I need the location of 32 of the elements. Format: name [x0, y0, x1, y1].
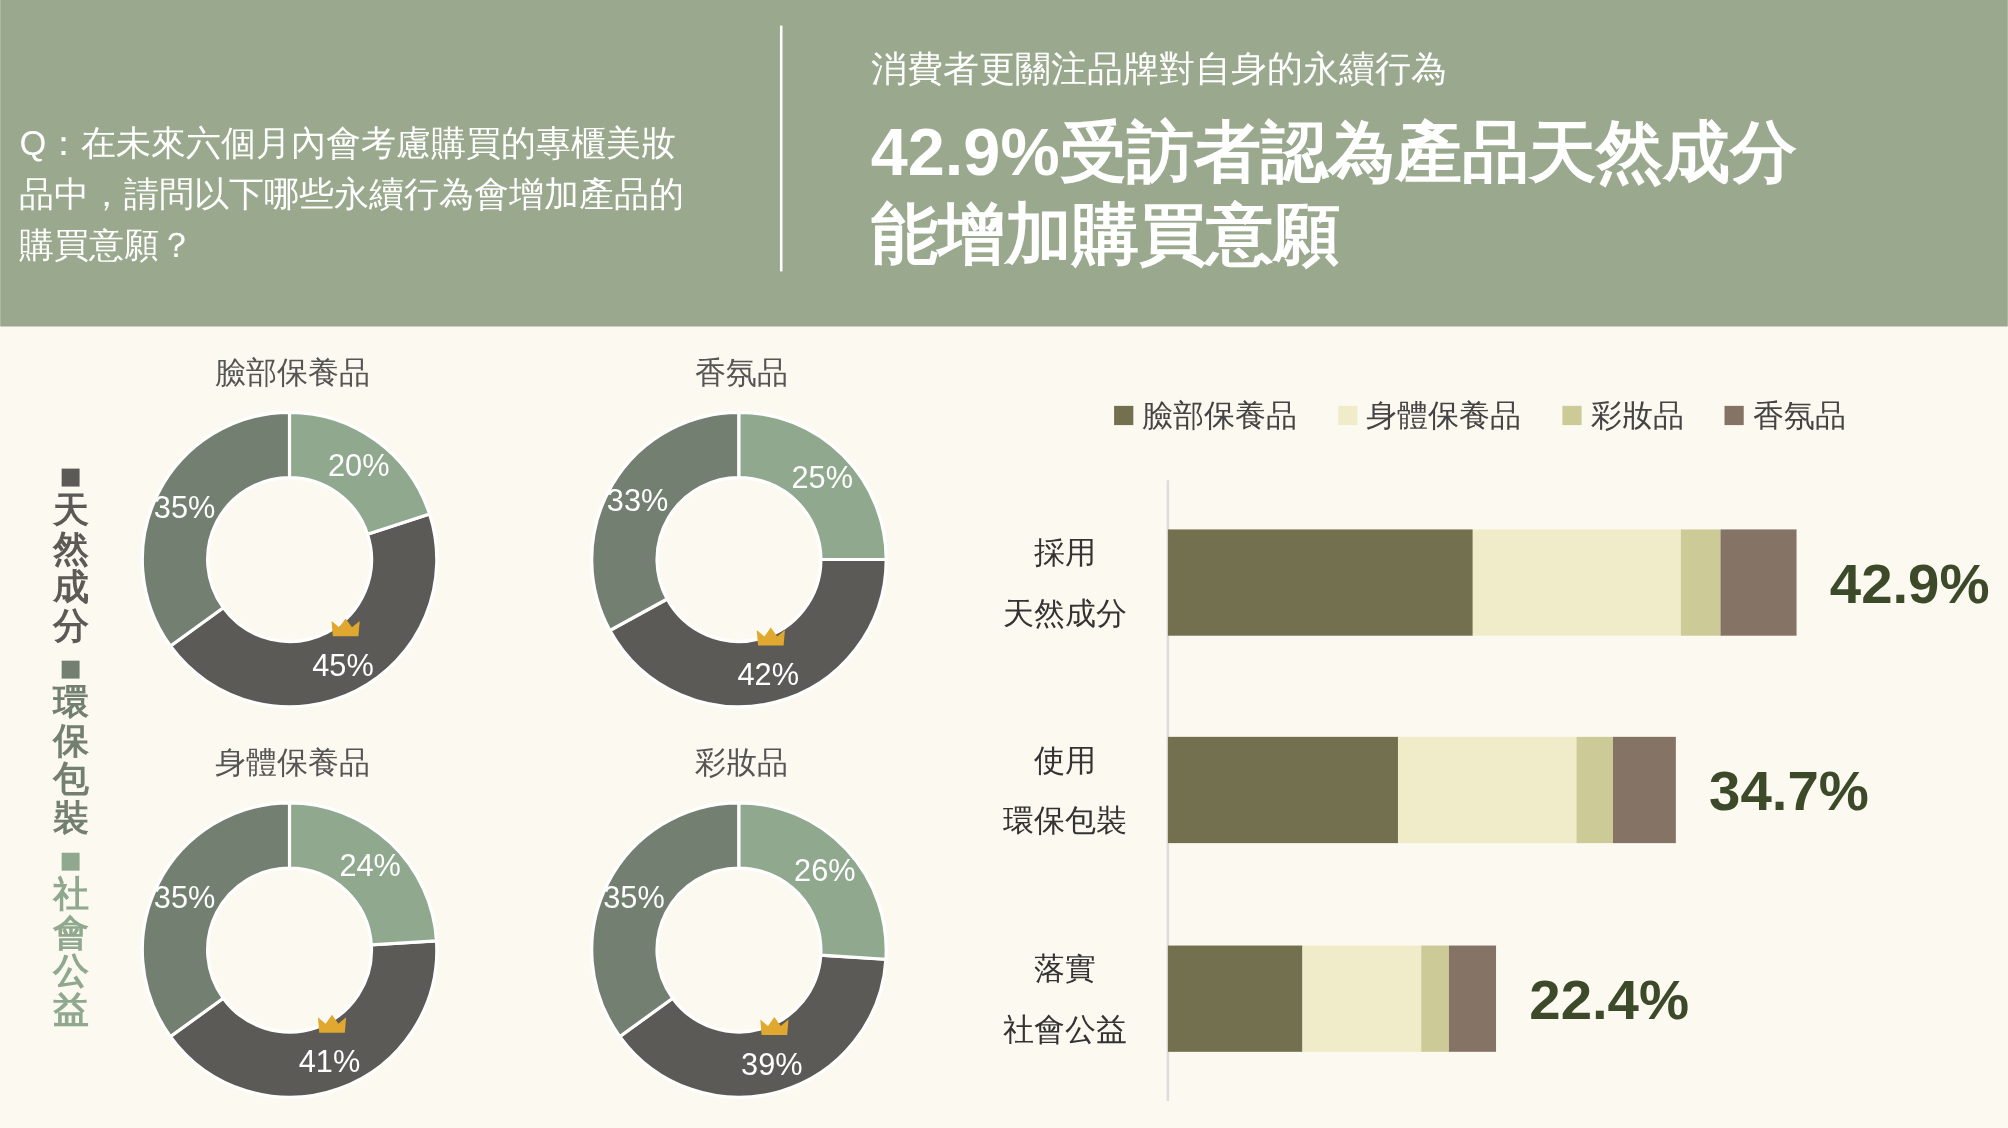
annotation: 42.9% [1829, 552, 1990, 616]
data-label: 41% [298, 1044, 361, 1080]
legend-label: 彩妝品 [1590, 398, 1684, 434]
legend-label: 香氛品 [1752, 398, 1846, 434]
chart-title: 彩妝品 [695, 745, 789, 781]
chart-title: 身體保養品 [214, 745, 370, 781]
y-tick-label: 使用環保包裝 [1003, 742, 1128, 838]
data-label: 45% [312, 648, 374, 683]
data-label: 42% [737, 657, 799, 693]
data-label: 24% [339, 847, 401, 883]
legend-label: 臉部保養品 [1142, 398, 1298, 434]
legend-label: 天然成分 [51, 490, 89, 646]
data-label: 20% [328, 447, 390, 483]
chart-title: 臉部保養品 [214, 354, 370, 390]
data-label: 35% [153, 489, 216, 525]
annotation: 34.7% [1709, 759, 1869, 823]
data-label: 26% [794, 852, 856, 888]
legend-label: 環保包裝 [50, 682, 90, 838]
annotation: 22.4% [1529, 968, 1690, 1032]
y-tick-label: 落實社會公益 [1003, 951, 1128, 1047]
data-label: 33% [606, 483, 669, 519]
data-label: 39% [741, 1046, 803, 1082]
text: 消費者更關注品牌對自身的永續行為 [870, 48, 1447, 89]
data-label: 35% [603, 880, 665, 916]
data-label: 25% [791, 459, 853, 495]
text: 42.9%受訪者認為產品天然成分能增加購買意願 [870, 115, 1797, 272]
y-tick-label: 採用天然成分 [1003, 535, 1128, 631]
legend-label: 身體保養品 [1366, 398, 1522, 434]
chart-title: 香氛品 [695, 354, 789, 390]
text: Q：在未來六個月內會考慮購買的專櫃美妝品中，請問以下哪些永續行為會增加產品的購買意願？ [19, 123, 685, 265]
data-label: 35% [153, 880, 216, 916]
legend-label: 社會公益 [51, 874, 89, 1030]
